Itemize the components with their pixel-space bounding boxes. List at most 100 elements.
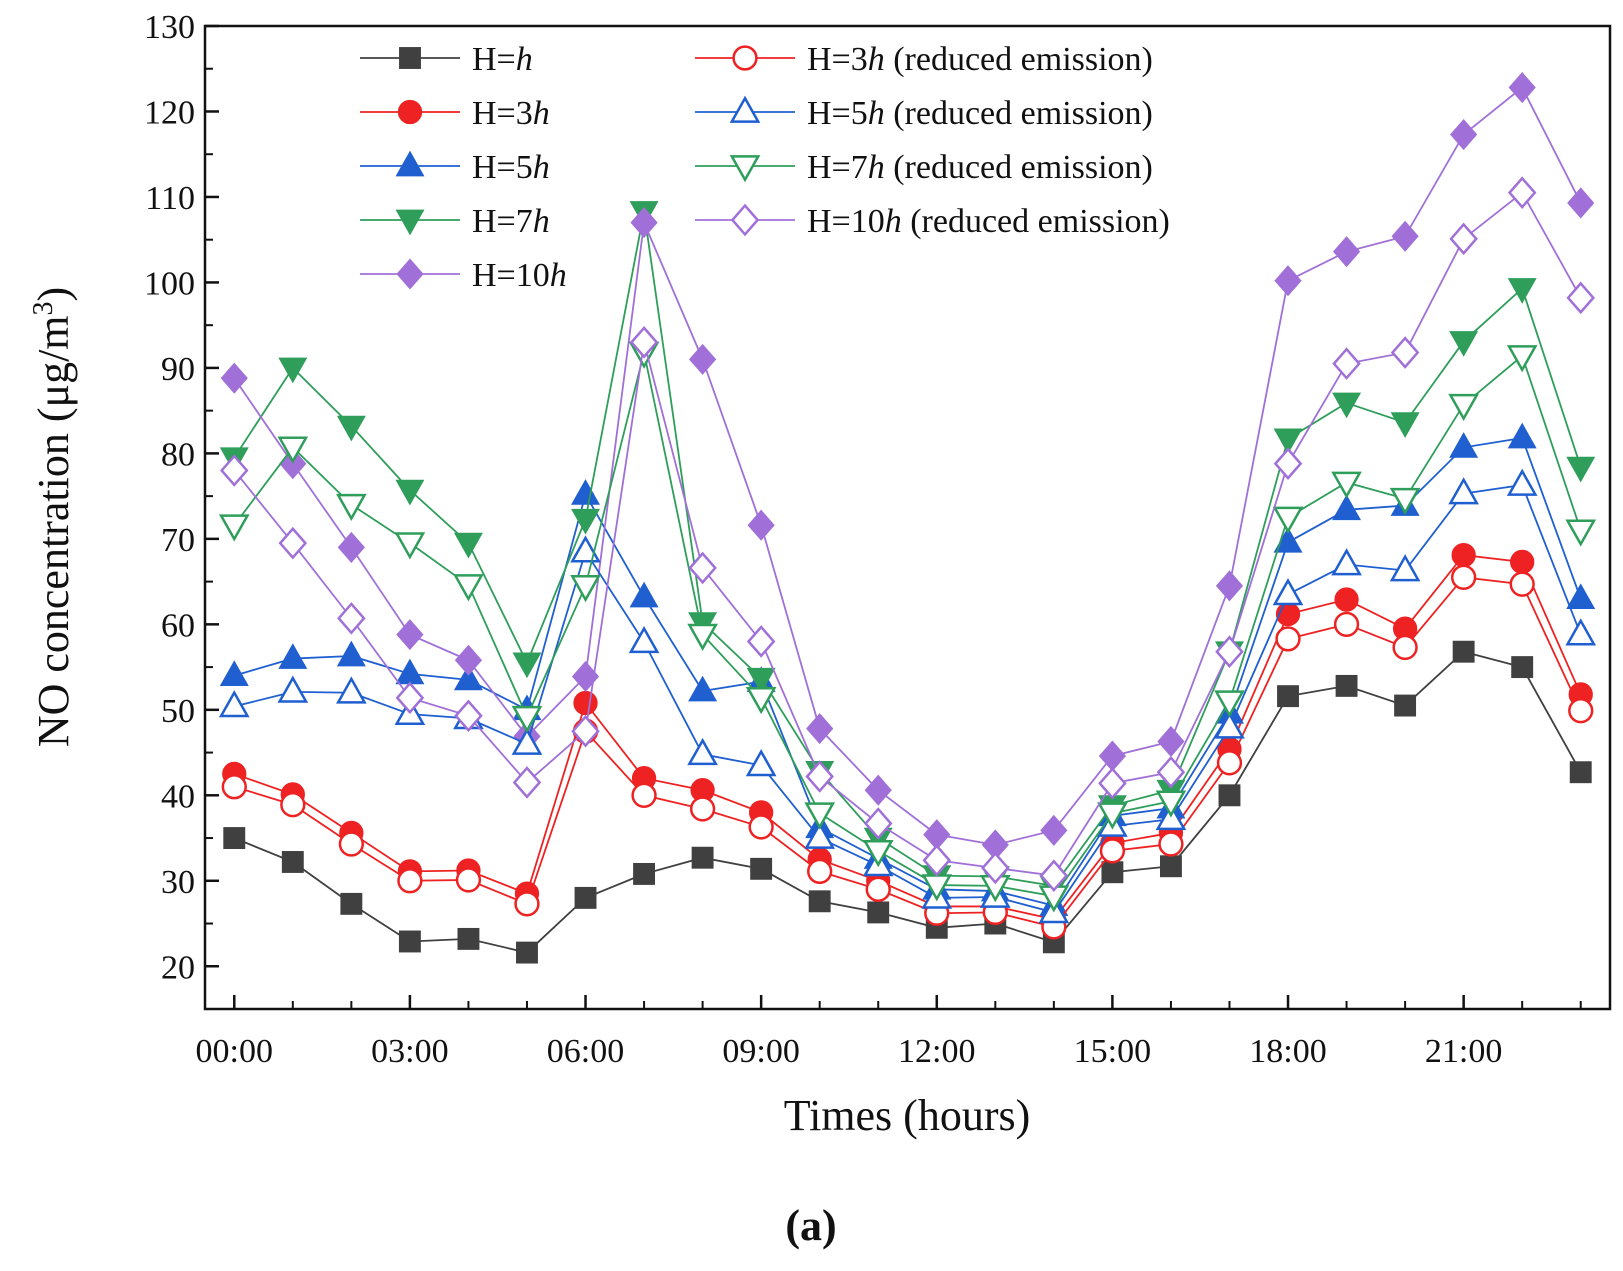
data-point (1332, 392, 1362, 419)
data-point (1097, 802, 1128, 830)
series-line (234, 436, 1582, 907)
legend-label: H=7h (472, 203, 550, 240)
data-point (1158, 831, 1184, 857)
data-point (1506, 468, 1538, 496)
data-point (1507, 422, 1537, 449)
data-point (808, 890, 831, 913)
y-tick-label: 90 (161, 351, 195, 388)
y-tick-label: 70 (161, 522, 195, 559)
data-point (1566, 456, 1596, 483)
legend-label-variable: h (533, 203, 550, 240)
data-point (453, 532, 483, 559)
legend-label-prefix: H=10 (472, 257, 550, 294)
data-point (1449, 331, 1479, 357)
data-point (867, 901, 890, 924)
data-point (1099, 838, 1126, 864)
x-tick-label: 00:00 (196, 1033, 273, 1070)
data-point (804, 802, 836, 830)
y-tick-label: 110 (145, 180, 195, 217)
data-point (687, 737, 718, 766)
legend-label-suffix: (reduced emission) (885, 95, 1153, 132)
x-axis: 00:00 03:00 06:00 09:00 12:00 15:00 18:00 21:00 (196, 995, 1582, 1070)
data-point (1449, 432, 1479, 458)
x-tick-label: 06:00 (547, 1033, 624, 1070)
data-point (336, 493, 367, 522)
legend-label-prefix: H=5 (807, 95, 868, 132)
data-point (746, 667, 776, 694)
data-point (1507, 278, 1537, 304)
series-9 (220, 176, 1595, 892)
data-point (1275, 626, 1301, 652)
data-point (630, 207, 658, 239)
data-point (629, 581, 659, 608)
legend-item: H=10h (360, 257, 567, 294)
legend-label-prefix: H=3 (472, 95, 533, 132)
x-tick-label: 03:00 (371, 1033, 448, 1070)
legend-item: H=7h (360, 203, 550, 240)
x-tick-label: 09:00 (722, 1033, 799, 1070)
data-point (1156, 755, 1186, 789)
legend-item: H=5h (reduced emission) (695, 95, 1153, 132)
y-axis: 20 30 40 50 60 70 80 90 100 110 120 130 (144, 9, 219, 986)
data-point (689, 796, 716, 822)
data-point (278, 643, 308, 669)
legend-marker (399, 47, 421, 69)
legend-label-prefix: H=5 (472, 149, 533, 186)
y-axis-title-close: ) (29, 287, 78, 302)
data-point (1510, 549, 1535, 575)
x-tick-label: 18:00 (1249, 1033, 1326, 1070)
data-point (864, 774, 892, 806)
legend-label-variable: h (533, 95, 550, 132)
data-point (571, 479, 601, 505)
data-point (1509, 571, 1535, 597)
data-point (1040, 814, 1068, 846)
data-point (1394, 694, 1417, 717)
legend-item: H=3h (reduced emission) (695, 41, 1153, 78)
data-point (516, 941, 538, 964)
y-axis-title-main: NO concentration (μg/m (29, 315, 78, 747)
data-point (221, 774, 247, 800)
data-point (453, 574, 484, 602)
data-point (1218, 784, 1241, 807)
legend-label-variable: h (868, 149, 885, 186)
legend-label-prefix: H=7 (472, 203, 533, 240)
data-point (628, 625, 660, 654)
data-point (220, 454, 249, 487)
y-tick-label: 20 (161, 949, 195, 986)
legend-label-variable: h (868, 41, 885, 78)
data-point (1277, 685, 1299, 708)
data-point (571, 714, 600, 748)
data-point (223, 827, 246, 849)
data-point (1334, 587, 1359, 612)
data-point (1159, 855, 1182, 878)
data-point (512, 652, 542, 679)
y-axis-title-superscript: 3 (28, 301, 59, 315)
data-point (457, 927, 480, 950)
data-point (1451, 542, 1476, 568)
data-point (454, 699, 483, 733)
data-point (629, 325, 659, 359)
data-point (1333, 611, 1360, 637)
y-tick-label: 40 (161, 778, 195, 815)
legend-label-prefix: H=10 (807, 203, 885, 240)
data-point (218, 690, 250, 718)
plot-frame (203, 24, 1612, 1011)
x-tick-label: 12:00 (898, 1033, 975, 1070)
y-tick-label: 30 (161, 864, 195, 901)
data-point (1566, 281, 1595, 315)
x-tick-label: 15:00 (1074, 1033, 1151, 1070)
legend-label-variable: h (550, 257, 567, 294)
data-point (922, 843, 952, 877)
legend-label-prefix: H=3 (807, 41, 868, 78)
data-point (1565, 618, 1597, 646)
data-point (219, 660, 249, 686)
data-point (1450, 119, 1478, 151)
data-point (278, 357, 308, 384)
series-7 (218, 468, 1597, 924)
data-point (1098, 767, 1127, 800)
data-point (1506, 345, 1538, 373)
data-point (398, 930, 421, 953)
y-tick-label: 120 (144, 94, 195, 131)
data-point (1391, 220, 1419, 252)
data-point (277, 675, 309, 703)
